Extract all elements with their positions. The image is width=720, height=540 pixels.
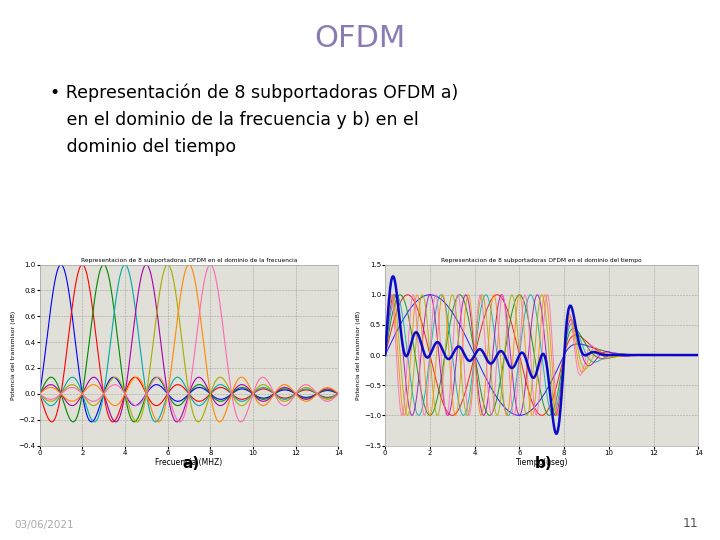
Text: b): b)	[535, 456, 552, 471]
Title: Representacion de 8 subportadoras OFDM en el dominio de la frecuencia: Representacion de 8 subportadoras OFDM e…	[81, 258, 297, 263]
Title: Representacion de 8 subportadoras OFDM en el dominio del tiempo: Representacion de 8 subportadoras OFDM e…	[441, 258, 642, 263]
Text: • Representación de 8 subportadoras OFDM a): • Representación de 8 subportadoras OFDM…	[50, 84, 459, 102]
X-axis label: Frecuencia (MHZ): Frecuencia (MHZ)	[156, 458, 222, 468]
X-axis label: Tiempo(useg): Tiempo(useg)	[516, 458, 568, 468]
Y-axis label: Potencia del transmisor (dB): Potencia del transmisor (dB)	[11, 310, 16, 400]
Text: 03/06/2021: 03/06/2021	[14, 520, 74, 530]
Y-axis label: Potencia del transmisor (dB): Potencia del transmisor (dB)	[356, 310, 361, 400]
Text: OFDM: OFDM	[315, 24, 405, 53]
Text: dominio del tiempo: dominio del tiempo	[50, 138, 237, 156]
Text: 11: 11	[683, 517, 698, 530]
Text: en el dominio de la frecuencia y b) en el: en el dominio de la frecuencia y b) en e…	[50, 111, 419, 129]
Text: a): a)	[182, 456, 199, 471]
